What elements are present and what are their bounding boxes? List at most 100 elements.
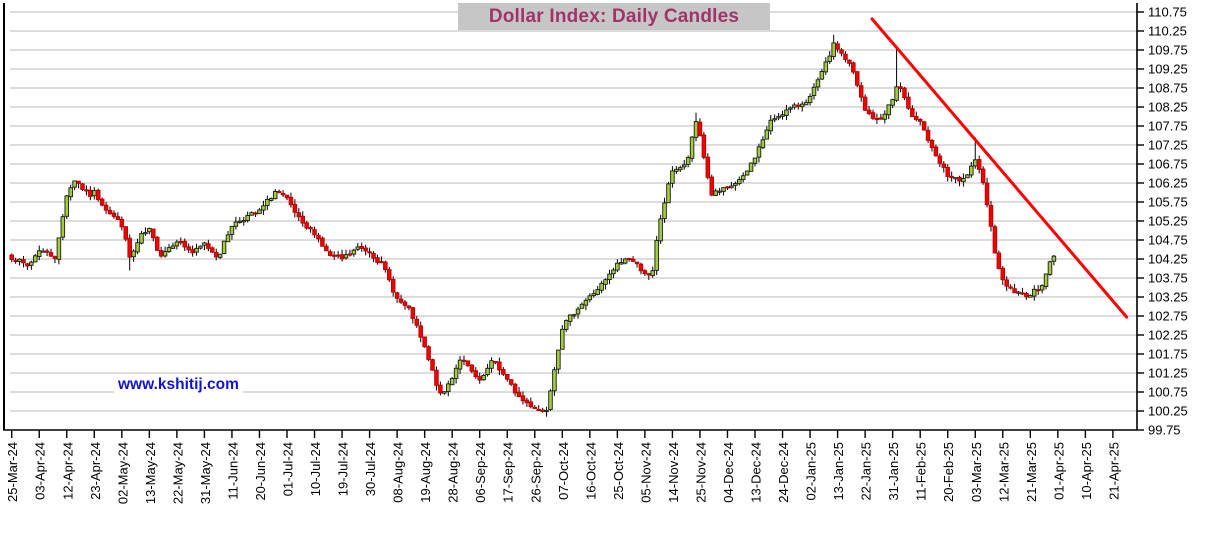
candle-up xyxy=(650,266,656,278)
candle-down xyxy=(493,361,498,365)
candle-up xyxy=(583,297,589,311)
candle-down xyxy=(390,276,396,297)
candle-up xyxy=(241,217,246,226)
candle-up xyxy=(170,242,176,249)
candle-down xyxy=(312,226,317,238)
candle-down xyxy=(638,262,644,275)
candle-up xyxy=(194,243,199,256)
candle-up xyxy=(147,227,152,235)
candle-up xyxy=(225,231,231,243)
candle-down xyxy=(387,266,392,282)
candle-down xyxy=(839,48,844,57)
candle-up xyxy=(890,98,895,109)
candle-down xyxy=(253,211,258,217)
candle-up xyxy=(135,238,140,255)
candle-up xyxy=(485,363,490,377)
candle-down xyxy=(95,188,101,202)
candle-down xyxy=(504,373,510,382)
x-tick-label: 11-Feb-25 xyxy=(914,442,929,501)
candle-down xyxy=(288,192,294,208)
candle-down xyxy=(536,405,541,411)
candle-up xyxy=(969,162,974,178)
candle-up xyxy=(733,181,738,191)
y-tick-label: 105.25 xyxy=(1148,214,1188,229)
candle-down xyxy=(906,92,911,110)
candle-up xyxy=(162,246,168,258)
candle-up xyxy=(1043,273,1049,290)
candle-down xyxy=(300,211,305,227)
candle-down xyxy=(1035,285,1041,296)
candle-up xyxy=(139,231,144,245)
candle-down xyxy=(178,237,184,245)
candle-down xyxy=(25,262,30,270)
x-tick-label: 07-Oct-24 xyxy=(556,442,571,500)
candle-up xyxy=(681,159,687,170)
candle-down xyxy=(512,382,518,397)
x-tick-label: 28-Aug-24 xyxy=(446,442,461,503)
candle-up xyxy=(221,240,227,255)
candle-down xyxy=(473,367,479,379)
candle-down xyxy=(186,243,191,254)
candle-down xyxy=(497,357,502,376)
candle-up xyxy=(603,278,608,290)
candle-up xyxy=(886,104,891,120)
x-tick-label: 22-May-24 xyxy=(170,442,185,504)
candle-down xyxy=(630,256,636,262)
candle-up xyxy=(721,187,726,196)
candle-down xyxy=(949,171,954,182)
x-tick-label: 19-Jul-24 xyxy=(336,442,351,496)
candle-down xyxy=(1020,287,1025,296)
candle-down xyxy=(532,405,538,409)
candle-up xyxy=(811,83,817,100)
candle-down xyxy=(862,94,868,112)
candle-up xyxy=(355,243,361,252)
candle-up xyxy=(807,93,813,106)
candle-down xyxy=(371,251,376,263)
axes-layer xyxy=(3,3,1144,438)
x-tick-label: 26-Sep-24 xyxy=(528,442,543,503)
candle-down xyxy=(520,391,526,405)
candle-up xyxy=(740,172,746,183)
candle-down xyxy=(988,200,994,232)
candle-up xyxy=(457,356,463,375)
candle-down xyxy=(430,358,435,371)
candle-down xyxy=(898,82,903,93)
y-tick-label: 108.25 xyxy=(1148,100,1188,115)
candle-down xyxy=(151,228,156,242)
candle-up xyxy=(1028,294,1033,298)
candle-up xyxy=(772,114,777,123)
x-tick-label: 23-Apr-24 xyxy=(88,442,103,500)
candle-up xyxy=(815,77,821,92)
candle-down xyxy=(127,234,132,271)
candle-down xyxy=(929,139,935,152)
candle-down xyxy=(422,336,427,348)
x-tick-label: 04-Dec-24 xyxy=(721,442,736,503)
candle-down xyxy=(941,161,947,173)
candle-down xyxy=(874,113,880,124)
candle-up xyxy=(717,187,722,196)
candle-up xyxy=(198,245,203,250)
candle-up xyxy=(965,174,970,179)
candle-down xyxy=(339,249,345,262)
candle-down xyxy=(44,248,50,257)
x-tick-label: 24-Dec-24 xyxy=(776,442,791,503)
candle-up xyxy=(249,211,254,216)
candle-up xyxy=(819,68,825,80)
candle-down xyxy=(528,397,534,409)
candle-up xyxy=(764,126,770,140)
candle-up xyxy=(780,110,785,120)
candle-down xyxy=(858,81,864,102)
candle-down xyxy=(115,212,121,221)
candle-down xyxy=(914,111,919,122)
candle-up xyxy=(445,380,451,397)
candle-down xyxy=(1004,276,1009,292)
candle-down xyxy=(508,379,514,387)
candle-down xyxy=(119,216,125,231)
candle-up xyxy=(548,389,553,411)
watermark-link[interactable]: www.kshitij.com xyxy=(114,375,243,395)
x-tick-label: 30-Jul-24 xyxy=(363,442,378,496)
y-tick-label: 102.75 xyxy=(1148,309,1188,324)
candle-down xyxy=(316,232,321,243)
candle-down xyxy=(725,186,730,191)
candle-down xyxy=(646,272,652,280)
